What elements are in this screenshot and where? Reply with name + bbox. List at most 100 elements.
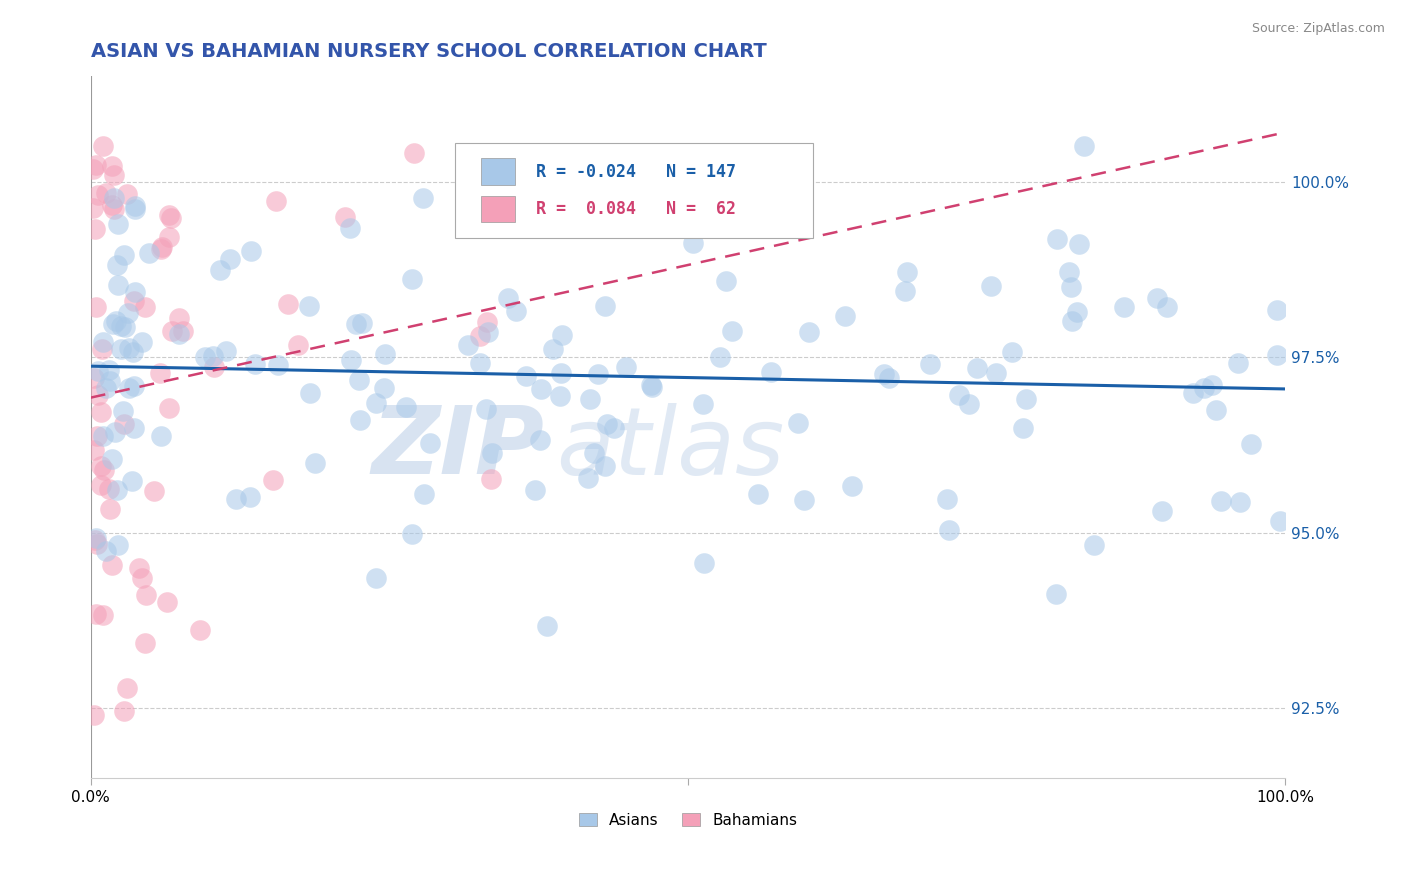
Point	[122, 344, 145, 359]
Point	[349, 413, 371, 427]
Point	[239, 490, 262, 504]
Text: ZIP: ZIP	[371, 402, 544, 494]
Point	[115, 681, 138, 696]
Point	[162, 324, 184, 338]
Point	[1066, 305, 1088, 319]
Point	[100, 451, 122, 466]
Point	[90, 404, 112, 418]
Point	[1045, 587, 1067, 601]
Point	[498, 292, 520, 306]
Point	[83, 371, 105, 385]
Point	[101, 160, 124, 174]
Point	[468, 328, 491, 343]
Point	[1267, 302, 1289, 317]
Point	[333, 210, 356, 224]
Point	[90, 459, 112, 474]
Point	[107, 277, 129, 292]
Point	[149, 242, 172, 256]
Point	[797, 325, 820, 339]
Point	[150, 240, 173, 254]
Point	[172, 324, 194, 338]
Point	[339, 353, 361, 368]
Point	[103, 202, 125, 217]
Text: R =  0.084   N =  62: R = 0.084 N = 62	[536, 200, 737, 218]
Point	[586, 367, 609, 381]
Point	[373, 381, 395, 395]
Point	[131, 571, 153, 585]
Point	[277, 297, 299, 311]
Point	[709, 350, 731, 364]
Point	[188, 624, 211, 638]
Point	[747, 487, 769, 501]
Point	[194, 350, 217, 364]
Text: Source: ZipAtlas.com: Source: ZipAtlas.com	[1251, 22, 1385, 36]
Point	[759, 365, 782, 379]
Point	[134, 636, 156, 650]
Point	[96, 186, 118, 201]
Point	[124, 285, 146, 300]
Point	[596, 417, 619, 431]
Point	[84, 222, 107, 236]
Point	[401, 527, 423, 541]
Point	[157, 401, 180, 416]
Point	[225, 492, 247, 507]
Point	[602, 421, 624, 435]
Point	[94, 381, 117, 395]
Point	[593, 300, 616, 314]
Point	[725, 218, 748, 232]
Point	[693, 556, 716, 570]
Point	[107, 538, 129, 552]
Text: R = -0.024   N = 147: R = -0.024 N = 147	[536, 162, 737, 181]
Point	[1229, 495, 1251, 509]
Point	[299, 385, 322, 400]
Point	[1060, 279, 1083, 293]
Point	[980, 279, 1002, 293]
Point	[834, 310, 856, 324]
Point	[1083, 538, 1105, 552]
Point	[1112, 300, 1135, 314]
Point	[262, 474, 284, 488]
Point	[98, 483, 121, 497]
Point	[350, 317, 373, 331]
Bar	[481, 159, 515, 185]
Point	[481, 446, 503, 460]
Point	[374, 347, 396, 361]
Point	[479, 472, 502, 486]
Point	[877, 371, 900, 385]
Point	[1201, 378, 1223, 392]
Point	[93, 463, 115, 477]
Point	[1011, 420, 1033, 434]
Point	[1156, 300, 1178, 314]
Point	[1001, 345, 1024, 359]
Point	[112, 417, 135, 432]
Point	[208, 263, 231, 277]
Point	[550, 389, 572, 403]
Point	[124, 379, 146, 393]
Point	[98, 374, 121, 388]
Point	[793, 492, 815, 507]
Point	[91, 429, 114, 443]
Point	[169, 310, 191, 325]
Point	[86, 537, 108, 551]
Point	[105, 258, 128, 272]
Point	[134, 301, 156, 315]
Point	[142, 484, 165, 499]
Point	[149, 428, 172, 442]
Point	[83, 442, 105, 457]
Bar	[481, 195, 515, 222]
Point	[1057, 264, 1080, 278]
Point	[149, 366, 172, 380]
Point	[138, 246, 160, 260]
Point	[682, 235, 704, 250]
Point	[304, 456, 326, 470]
Point	[86, 607, 108, 622]
Point	[1182, 386, 1205, 401]
Point	[347, 373, 370, 387]
Point	[215, 343, 238, 358]
Point	[524, 483, 547, 497]
Point	[474, 402, 496, 417]
Point	[84, 158, 107, 172]
Point	[107, 483, 129, 498]
Point	[86, 429, 108, 443]
Point	[91, 139, 114, 153]
